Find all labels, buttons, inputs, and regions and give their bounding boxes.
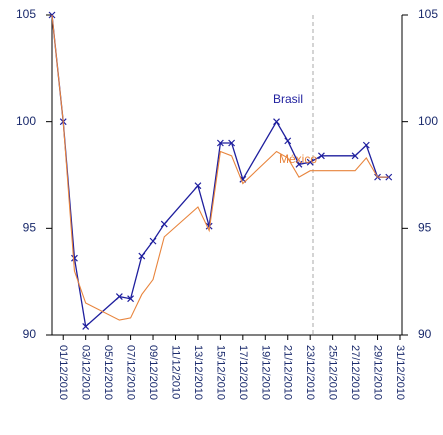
y2-tick-label: 105: [418, 7, 438, 21]
series-line: [51, 14, 389, 321]
marker: [317, 152, 325, 160]
marker: [284, 137, 292, 145]
marker: [115, 293, 123, 301]
marker: [362, 141, 370, 149]
y-tick-label: 90: [23, 327, 37, 341]
legend-label: Brasil: [273, 92, 303, 106]
x-tick-label: 07/12/2010: [125, 345, 137, 400]
marker: [160, 220, 168, 228]
x-tick-label: 05/12/2010: [102, 345, 114, 400]
x-tick-label: 25/12/2010: [327, 345, 339, 400]
marker: [149, 237, 157, 245]
marker: [71, 254, 78, 262]
marker: [273, 118, 280, 126]
x-tick-label: 01/12/2010: [57, 345, 69, 400]
marker: [127, 295, 135, 303]
legend-label: México: [279, 152, 317, 166]
x-tick-label: 23/12/2010: [304, 345, 316, 400]
y2-tick-label: 90: [418, 327, 432, 341]
marker: [306, 158, 314, 166]
y-tick-label: 100: [16, 114, 36, 128]
x-tick-label: 17/12/2010: [237, 345, 249, 400]
marker: [82, 323, 90, 330]
marker: [351, 152, 359, 160]
marker: [138, 252, 146, 260]
y-tick-label: 95: [23, 221, 37, 235]
x-tick-label: 21/12/2010: [282, 345, 294, 400]
x-tick-label: 11/12/2010: [169, 345, 181, 399]
x-tick-label: 09/12/2010: [147, 345, 159, 400]
marker: [205, 222, 213, 230]
y2-tick-label: 95: [418, 221, 432, 235]
marker: [228, 139, 236, 147]
x-tick-label: 31/12/2010: [394, 345, 406, 400]
y2-tick-label: 100: [418, 114, 438, 128]
x-tick-label: 29/12/2010: [372, 345, 384, 400]
x-tick-label: 03/12/2010: [80, 345, 92, 400]
marker: [295, 160, 303, 168]
x-tick-label: 15/12/2010: [214, 345, 226, 400]
x-tick-label: 27/12/2010: [349, 345, 361, 400]
x-tick-label: 13/12/2010: [192, 345, 204, 400]
marker: [194, 182, 202, 190]
y-tick-label: 105: [16, 7, 36, 21]
marker: [216, 139, 224, 147]
x-tick-label: 19/12/2010: [259, 345, 271, 400]
